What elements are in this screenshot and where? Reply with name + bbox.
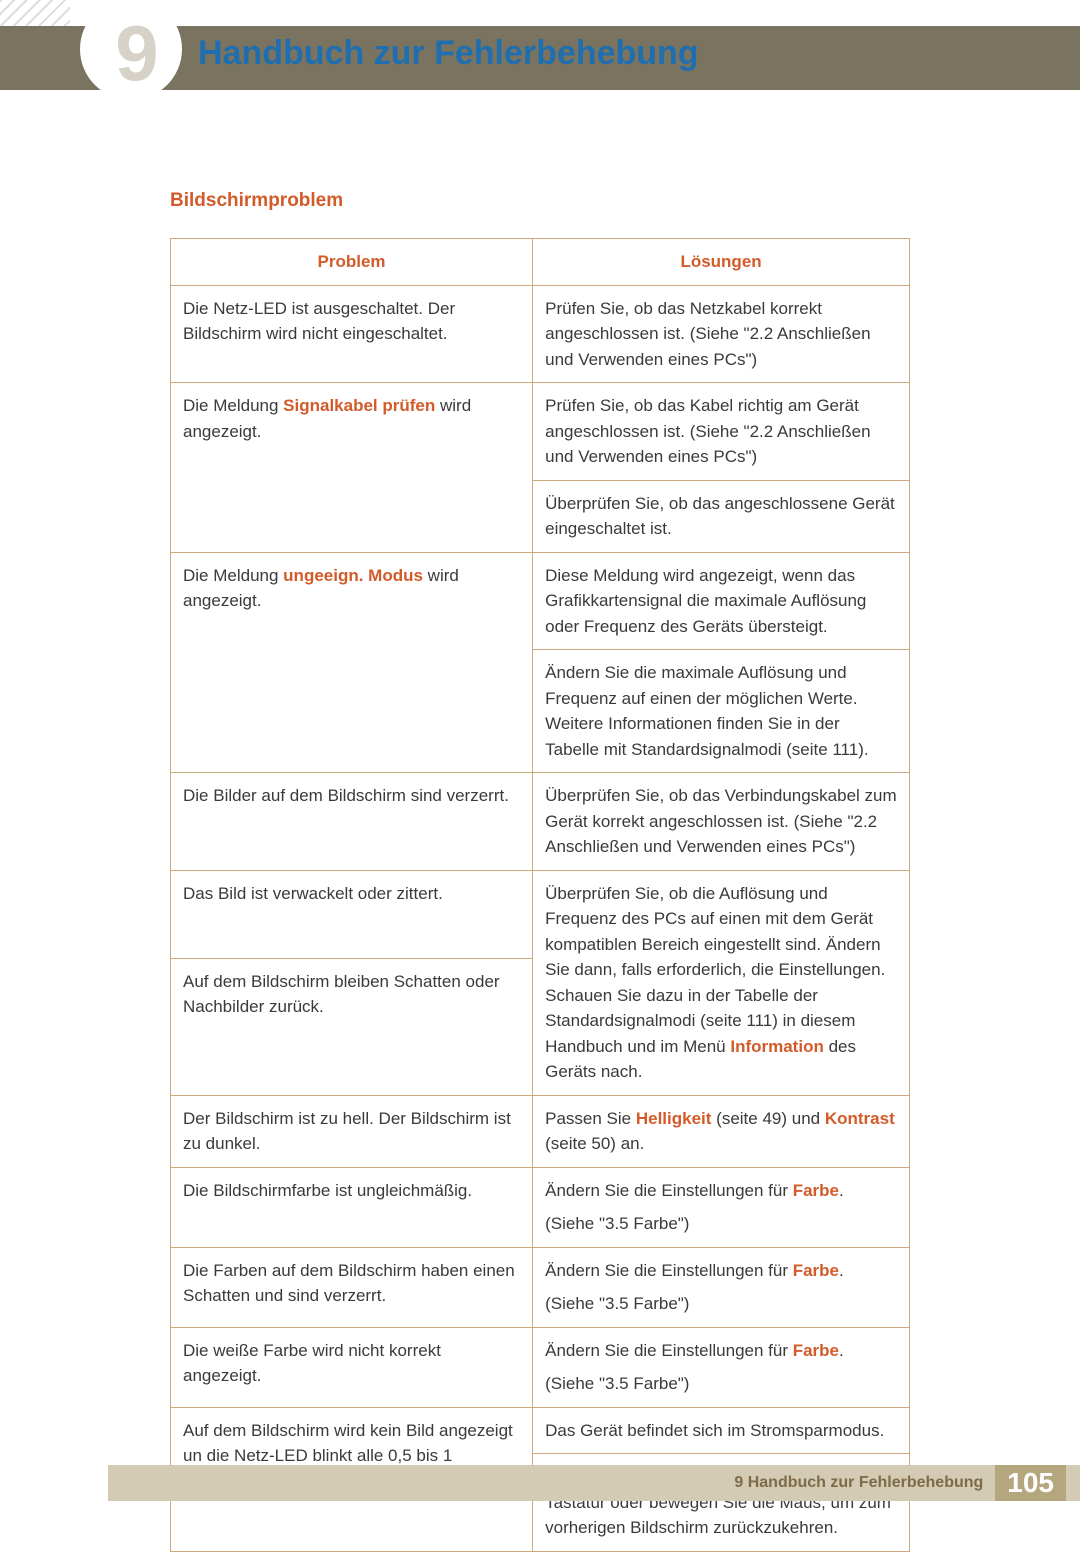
cell-problem: Der Bildschirm ist zu hell. Der Bildschi… <box>171 1095 533 1167</box>
text: Die Meldung <box>183 566 283 585</box>
cell-solution: Überprüfen Sie, ob die Auflösung und Fre… <box>533 870 910 1095</box>
cell-solution: Prüfen Sie, ob das Netzkabel korrekt ang… <box>533 285 910 383</box>
col-header-problem: Problem <box>171 239 533 286</box>
table-row: Die Meldung ungeeign. Modus wird angezei… <box>171 552 910 650</box>
keyword: Farbe <box>793 1261 839 1280</box>
cell-problem: Auf dem Bildschirm bleiben Schatten oder… <box>171 958 533 1095</box>
page-footer: 9 Handbuch zur Fehlerbehebung 105 <box>0 1461 1080 1501</box>
cell-solution: Ändern Sie die Einstellungen für Farbe. … <box>533 1327 910 1407</box>
cell-problem: Die Bildschirmfarbe ist ungleichmäßig. <box>171 1167 533 1247</box>
keyword: Helligkeit <box>636 1109 712 1128</box>
text: Ändern Sie die Einstellungen für <box>545 1181 793 1200</box>
text: Überprüfen Sie, ob die Auflösung und Fre… <box>545 884 885 1056</box>
keyword: Information <box>730 1037 824 1056</box>
page-title: Handbuch zur Fehlerbehebung <box>198 34 699 73</box>
text: (Siehe "3.5 Farbe") <box>545 1371 897 1397</box>
footer-chapter-label: 9 Handbuch zur Fehlerbehebung <box>734 1474 983 1492</box>
table-header-row: Problem Lösungen <box>171 239 910 286</box>
text: (seite 50) an. <box>545 1134 644 1153</box>
cell-solution: Überprüfen Sie, ob das Verbindungskabel … <box>533 773 910 871</box>
table-row: Die Meldung Signalkabel prüfen wird ange… <box>171 383 910 481</box>
text: Ändern Sie die Einstellungen für <box>545 1261 793 1280</box>
text: Die Meldung <box>183 396 283 415</box>
footer-bar: 9 Handbuch zur Fehlerbehebung 105 <box>108 1465 1080 1501</box>
text: (seite 49) und <box>711 1109 824 1128</box>
troubleshooting-table: Problem Lösungen Die Netz-LED ist ausges… <box>170 238 910 1552</box>
cell-problem: Die Meldung Signalkabel prüfen wird ange… <box>171 383 533 553</box>
table-row: Der Bildschirm ist zu hell. Der Bildschi… <box>171 1095 910 1167</box>
keyword: Farbe <box>793 1181 839 1200</box>
text: (Siehe "3.5 Farbe") <box>545 1211 897 1237</box>
text: (Siehe "3.5 Farbe") <box>545 1291 897 1317</box>
cell-problem: Die Bilder auf dem Bildschirm sind verze… <box>171 773 533 871</box>
text: . <box>839 1341 844 1360</box>
keyword: ungeeign. Modus <box>283 566 423 585</box>
cell-solution: Diese Meldung wird angezeigt, wenn das G… <box>533 552 910 650</box>
keyword: Signalkabel prüfen <box>283 396 435 415</box>
text: . <box>839 1181 844 1200</box>
cell-solution: Ändern Sie die maximale Auflösung und Fr… <box>533 650 910 773</box>
chapter-number: 9 <box>102 14 172 92</box>
col-header-solution: Lösungen <box>533 239 910 286</box>
cell-solution: Ändern Sie die Einstellungen für Farbe. … <box>533 1247 910 1327</box>
table-row: Die Farben auf dem Bildschirm haben eine… <box>171 1247 910 1327</box>
table-row: Die Bildschirmfarbe ist ungleichmäßig. Ä… <box>171 1167 910 1247</box>
cell-solution: Überprüfen Sie, ob das angeschlossene Ge… <box>533 480 910 552</box>
text: Passen Sie <box>545 1109 636 1128</box>
cell-solution: Ändern Sie die Einstellungen für Farbe. … <box>533 1167 910 1247</box>
cell-solution: Prüfen Sie, ob das Kabel richtig am Gerä… <box>533 383 910 481</box>
table-row: Die Bilder auf dem Bildschirm sind verze… <box>171 773 910 871</box>
table-row: Die Netz-LED ist ausgeschaltet. Der Bild… <box>171 285 910 383</box>
keyword: Farbe <box>793 1341 839 1360</box>
table-row: Das Bild ist verwackelt oder zittert. Üb… <box>171 870 910 958</box>
table-row: Die weiße Farbe wird nicht korrekt angez… <box>171 1327 910 1407</box>
section-heading: Bildschirmproblem <box>170 190 910 212</box>
keyword: Kontrast <box>825 1109 895 1128</box>
cell-solution: Das Gerät befindet sich im Stromsparmodu… <box>533 1407 910 1454</box>
cell-problem: Die weiße Farbe wird nicht korrekt angez… <box>171 1327 533 1407</box>
cell-problem: Die Netz-LED ist ausgeschaltet. Der Bild… <box>171 285 533 383</box>
text: Ändern Sie die Einstellungen für <box>545 1341 793 1360</box>
text: . <box>839 1261 844 1280</box>
table-row: Auf dem Bildschirm wird kein Bild angeze… <box>171 1407 910 1454</box>
cell-problem: Das Bild ist verwackelt oder zittert. <box>171 870 533 958</box>
content-area: Bildschirmproblem Problem Lösungen Die N… <box>170 190 910 1552</box>
cell-problem: Die Meldung ungeeign. Modus wird angezei… <box>171 552 533 773</box>
cell-problem: Die Farben auf dem Bildschirm haben eine… <box>171 1247 533 1327</box>
footer-page-number: 105 <box>995 1465 1066 1501</box>
page: 9 Handbuch zur Fehlerbehebung Bildschirm… <box>0 0 1080 1527</box>
cell-solution: Passen Sie Helligkeit (seite 49) und Kon… <box>533 1095 910 1167</box>
